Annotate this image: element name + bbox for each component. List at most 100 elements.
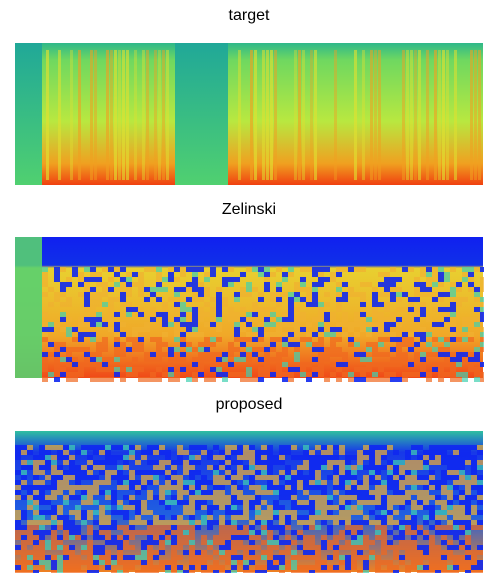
texture-cell bbox=[168, 297, 174, 302]
texture-cell bbox=[90, 332, 96, 337]
texture-cell bbox=[162, 332, 168, 337]
texture-cell bbox=[15, 565, 21, 570]
texture-cell bbox=[375, 450, 381, 455]
texture-cell bbox=[129, 555, 135, 560]
texture-cell bbox=[465, 520, 471, 525]
texture-cell bbox=[399, 500, 405, 505]
texture-cell bbox=[321, 545, 327, 550]
texture-cell bbox=[327, 530, 333, 535]
texture-cell bbox=[42, 327, 48, 332]
texture-cell bbox=[99, 525, 105, 530]
texture-cell bbox=[27, 550, 33, 555]
texture-cell bbox=[456, 337, 462, 342]
texture-cell bbox=[273, 515, 279, 520]
texture-cell bbox=[111, 475, 117, 480]
texture-cell bbox=[315, 495, 321, 500]
texture-cell bbox=[174, 317, 180, 322]
texture-cell bbox=[147, 560, 153, 565]
texture-cell bbox=[453, 480, 459, 485]
texture-cell bbox=[81, 450, 87, 455]
texture-cell bbox=[270, 272, 276, 277]
texture-cell bbox=[135, 520, 141, 525]
texture-cell bbox=[249, 480, 255, 485]
texture-cell bbox=[462, 317, 468, 322]
texture-cell bbox=[129, 450, 135, 455]
texture-cell bbox=[381, 525, 387, 530]
texture-cell bbox=[228, 312, 234, 317]
texture-cell bbox=[396, 342, 402, 347]
texture-cell bbox=[477, 510, 483, 515]
texture-cell bbox=[180, 272, 186, 277]
texture-cell bbox=[201, 445, 207, 450]
texture-cell bbox=[168, 372, 174, 377]
texture-cell bbox=[327, 500, 333, 505]
texture-cell bbox=[348, 292, 354, 297]
texture-cell bbox=[306, 337, 312, 342]
texture-cell bbox=[93, 475, 99, 480]
texture-cell bbox=[393, 475, 399, 480]
texture-cell bbox=[372, 307, 378, 312]
texture-cell bbox=[114, 332, 120, 337]
texture-cell bbox=[39, 530, 45, 535]
texture-cell bbox=[363, 515, 369, 520]
texture-cell bbox=[33, 475, 39, 480]
texture-cell bbox=[399, 560, 405, 565]
texture-cell bbox=[21, 550, 27, 555]
texture-cell bbox=[54, 267, 60, 272]
texture-cell bbox=[315, 515, 321, 520]
texture-cell bbox=[342, 357, 348, 362]
texture-cell bbox=[410, 50, 413, 180]
texture-cell bbox=[360, 302, 366, 307]
texture-cell bbox=[183, 520, 189, 525]
texture-cell bbox=[312, 302, 318, 307]
texture-cell bbox=[300, 372, 306, 377]
texture-cell bbox=[399, 490, 405, 495]
texture-cell bbox=[258, 357, 264, 362]
texture-cell bbox=[468, 272, 474, 277]
texture-cell bbox=[426, 377, 432, 382]
texture-cell bbox=[63, 555, 69, 560]
texture-cell bbox=[471, 485, 477, 490]
texture-cell bbox=[336, 272, 342, 277]
texture-cell bbox=[378, 282, 384, 287]
texture-cell bbox=[180, 352, 186, 357]
texture-cell bbox=[57, 525, 63, 530]
texture-cell bbox=[306, 287, 312, 292]
texture-cell bbox=[237, 515, 243, 520]
texture-cell bbox=[213, 445, 219, 450]
texture-cell bbox=[405, 525, 411, 530]
texture-cell bbox=[357, 535, 363, 540]
texture-cell bbox=[360, 292, 366, 297]
texture-cell bbox=[294, 347, 300, 352]
texture-cell bbox=[285, 495, 291, 500]
texture-cell bbox=[321, 480, 327, 485]
texture-cell bbox=[192, 317, 198, 322]
texture-cell bbox=[141, 530, 147, 535]
texture-cell bbox=[327, 510, 333, 515]
texture-cell bbox=[189, 540, 195, 545]
texture-cell bbox=[114, 297, 120, 302]
texture-cell bbox=[372, 312, 378, 317]
texture-cell bbox=[372, 322, 378, 327]
texture-cell bbox=[417, 525, 423, 530]
texture-cell bbox=[90, 50, 93, 180]
texture-cell bbox=[213, 480, 219, 485]
texture-cell bbox=[60, 327, 66, 332]
texture-cell bbox=[123, 480, 129, 485]
texture-cell bbox=[114, 327, 120, 332]
texture-cell bbox=[186, 342, 192, 347]
texture-cell bbox=[381, 535, 387, 540]
texture-cell bbox=[93, 480, 99, 485]
texture-cell bbox=[126, 367, 132, 372]
texture-cell bbox=[129, 525, 135, 530]
texture-cell bbox=[210, 357, 216, 362]
texture-cell bbox=[207, 540, 213, 545]
texture-cell bbox=[396, 352, 402, 357]
texture-cell bbox=[198, 367, 204, 372]
texture-cell bbox=[96, 357, 102, 362]
texture-cell bbox=[102, 322, 108, 327]
texture-cell bbox=[171, 560, 177, 565]
texture-cell bbox=[465, 515, 471, 520]
texture-cell bbox=[468, 322, 474, 327]
texture-cell bbox=[434, 50, 437, 180]
